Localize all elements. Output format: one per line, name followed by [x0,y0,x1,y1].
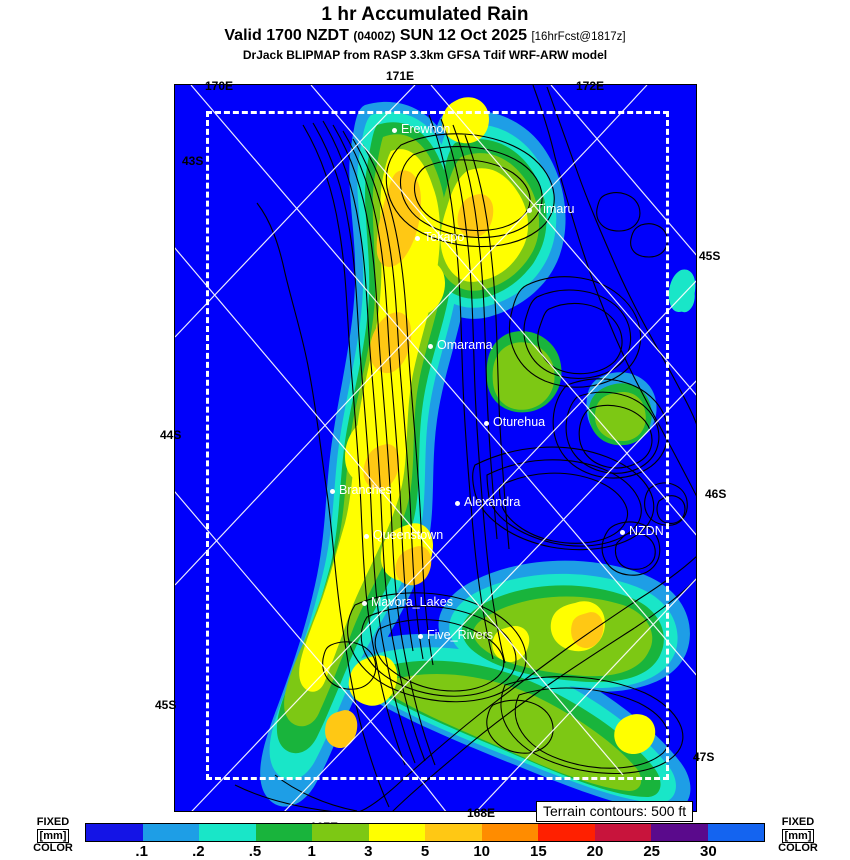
colorbar-tick-p2: .2 [192,843,205,860]
valid-date: SUN 12 Oct 2025 [399,27,528,44]
colorbar-segment-7 [481,824,538,841]
city-dot-icon [455,501,460,506]
city-label: Oturehua [493,415,546,429]
city-label: Alexandra [464,495,521,509]
colorbar-tick-1: 1 [307,843,316,860]
valid-time-line: Valid 1700 NZDT (0400Z) SUN 12 Oct 2025 … [0,27,850,45]
colorbar-left-color: COLOR [33,841,73,854]
colorbar-segment-8 [538,824,595,841]
colorbar-segment-0 [86,824,143,841]
city-dot-icon [362,601,367,606]
city-label: Queenstown [373,528,444,542]
axis-label-168e: 168E [467,806,496,820]
axis-label-170e: 170E [205,79,234,93]
rain-colorbar[interactable] [85,823,765,842]
colorbar-right-color: COLOR [778,841,818,854]
valid-time-local: Valid 1700 NZDT [224,27,349,44]
axis-label-171e: 171E [386,69,415,83]
axis-label-45s: 45S [155,698,177,712]
valid-time-utc: (0400Z) [353,29,396,43]
page-title: 1 hr Accumulated Rain [321,4,529,25]
colorbar-right-units: [mm] [781,828,815,843]
city-dot-icon [364,534,369,539]
colorbar-tick-20: 20 [586,843,604,860]
axis-label-46s: 46S [705,487,727,501]
colorbar-tick-25: 25 [643,843,660,860]
city-label: Tekapo [424,230,465,244]
colorbar-tick-30: 30 [699,843,717,860]
city-dot-icon [484,421,489,426]
colorbar-segment-9 [594,824,651,841]
colorbar-segment-5 [368,824,425,841]
terrain-contour-legend: Terrain contours: 500 ft [536,801,694,822]
city-dot-icon [418,634,423,639]
city-dot-icon [415,236,420,241]
colorbar-segment-1 [142,824,199,841]
colorbar-left-units: [mm] [36,828,70,843]
colorbar-tick-15: 15 [529,843,547,860]
colorbar-tick-p1: .1 [135,843,148,860]
city-dot-icon [330,489,335,494]
city-label: Omarama [437,338,493,352]
colorbar-segment-6 [425,824,482,841]
colorbar-right-labels: FIXED [mm] COLOR [772,816,824,854]
colorbar-tick-5: 5 [420,843,430,860]
colorbar-segment-3 [255,824,312,841]
city-dot-icon [392,128,397,133]
city-label: Erewhon [401,122,451,136]
axis-label-45s: 45S [699,249,721,263]
city-label: Timaru [536,202,575,216]
forecast-hour-tag: [16hrFcst@1817z] [531,31,626,43]
colorbar-left-labels: FIXED [mm] COLOR [27,816,79,854]
rain-map[interactable] [174,84,697,812]
colorbar-right-fixed: FIXED [781,816,815,828]
colorbar-segment-2 [199,824,256,841]
city-label: Mavora_Lakes [371,595,453,609]
model-source-line: DrJack BLIPMAP from RASP 3.3km GFSA Tdif… [242,48,608,62]
city-dot-icon [620,530,625,535]
city-dot-icon [527,208,532,213]
colorbar-left-fixed: FIXED [36,816,70,828]
rain-field-svg [175,85,696,811]
colorbar-segment-4 [312,824,369,841]
axis-label-172e: 172E [576,79,605,93]
city-label: NZDN [629,524,664,538]
city-label: Five_Rivers [427,628,493,642]
axis-label-47s: 47S [693,750,715,764]
colorbar-tick-labels: .1 .2 .5 1 3 5 10 15 20 25 30 [85,843,765,860]
axis-label-44s: 44S [160,428,182,442]
colorbar-segment-11 [707,824,764,841]
colorbar-tick-p5: .5 [248,843,262,860]
axis-label-43s: 43S [182,154,204,168]
city-dot-icon [428,344,433,349]
colorbar-segment-10 [651,824,708,841]
city-label: Branches [339,483,392,497]
colorbar-tick-10: 10 [473,843,490,860]
colorbar-tick-3: 3 [364,843,373,860]
